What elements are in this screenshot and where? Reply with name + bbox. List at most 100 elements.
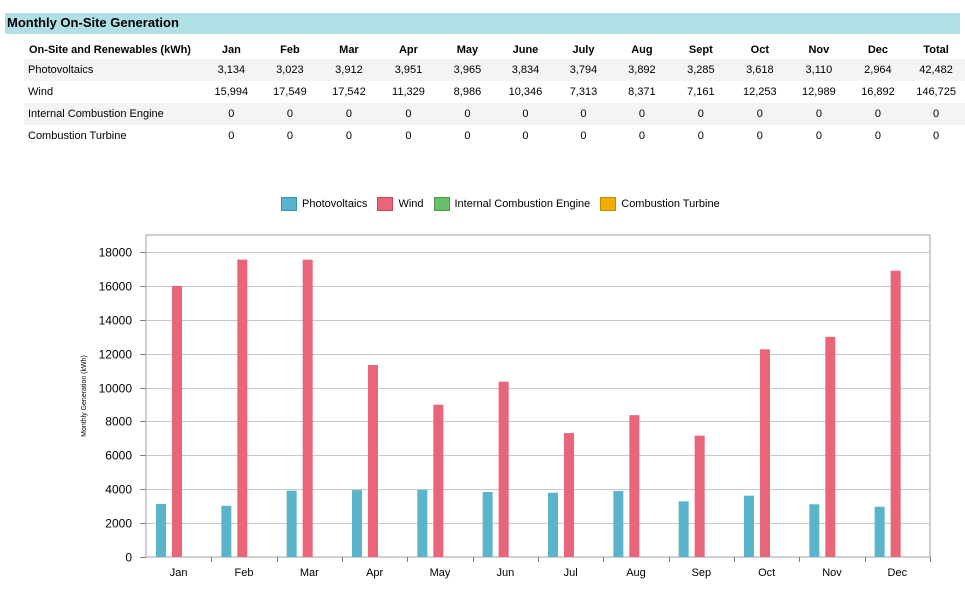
column-header: June — [512, 44, 539, 56]
table-cell: 42,482 — [907, 59, 965, 81]
table-cell: 0 — [345, 130, 352, 142]
x-tick-label: Feb — [235, 567, 254, 579]
legend-swatch — [600, 197, 617, 211]
bar-photovoltaics — [417, 489, 428, 557]
column-header: Dec — [867, 44, 888, 56]
x-tick-label: Jun — [496, 567, 514, 579]
x-tick-label: Apr — [366, 567, 383, 579]
table-cell: 0 — [319, 103, 379, 125]
column-header: July — [572, 44, 595, 56]
legend-label: Photovoltaics — [302, 198, 368, 210]
table-cell: 0 — [756, 130, 763, 142]
table-cell: 7,313 — [569, 86, 598, 98]
bar-wind — [890, 270, 901, 557]
bar-photovoltaics — [221, 505, 232, 557]
table-cell: 0 — [464, 130, 471, 142]
generation-table: On-Site and Renewables (kWh) Jan Feb Mar… — [24, 41, 965, 147]
x-tick-label: May — [430, 567, 451, 579]
table-cell: 3,965 — [438, 59, 497, 81]
column-header: Mar — [339, 44, 359, 56]
table-row: Combustion Turbine 0 0 0 0 0 0 0 0 0 0 0 0 0 — [24, 125, 965, 147]
legend-swatch — [377, 197, 394, 211]
bar-photovoltaics — [482, 492, 493, 557]
table-cell: 0 — [789, 103, 849, 125]
table-cell: 15,994 — [214, 86, 249, 98]
table-cell: 0 — [522, 130, 529, 142]
table-cell: 0 — [638, 130, 645, 142]
bar-wind — [825, 336, 836, 557]
chart-legend: Photovoltaics Wind Internal Combustion E… — [281, 197, 730, 211]
table-cell: 7,161 — [687, 86, 715, 98]
legend-item-wind: Wind — [377, 197, 424, 211]
table-cell: 0 — [260, 103, 320, 125]
table-cell: 3,794 — [554, 59, 613, 81]
table-cell: 3,134 — [202, 59, 261, 81]
table-cell: 3,285 — [671, 59, 731, 81]
table-cell: 17,549 — [273, 86, 307, 98]
bar-wind — [760, 349, 770, 557]
table-cell: 146,725 — [916, 86, 956, 98]
table-cell: 0 — [286, 130, 293, 142]
x-tick-label: Dec — [888, 567, 908, 579]
table-cell: 0 — [405, 130, 412, 142]
x-tick-label: Oct — [758, 567, 775, 579]
bar-photovoltaics — [744, 495, 754, 557]
table-cell: 3,834 — [496, 59, 555, 81]
legend-item-internal-combustion-engine: Internal Combustion Engine — [433, 197, 591, 211]
column-header: On-Site and Renewables (kWh) — [29, 44, 191, 56]
y-tick-label: 2000 — [105, 517, 132, 531]
table-cell: 0 — [933, 130, 940, 142]
table-cell: 12,989 — [802, 86, 836, 98]
legend-label: Wind — [398, 198, 424, 210]
bar-wind — [498, 381, 509, 557]
x-tick-label: Aug — [626, 567, 646, 579]
bar-wind — [237, 259, 248, 557]
bar-wind — [564, 433, 574, 557]
column-header: Feb — [280, 44, 300, 56]
table-cell: 0 — [907, 103, 965, 125]
table-cell: 0 — [612, 103, 672, 125]
legend-swatch — [281, 197, 297, 211]
table-cell: 3,951 — [378, 59, 439, 81]
table-header-row: On-Site and Renewables (kWh) Jan Feb Mar… — [24, 41, 965, 59]
row-label: Photovoltaics — [24, 59, 203, 81]
table-cell: 8,371 — [628, 86, 656, 98]
legend-label: Internal Combustion Engine — [454, 198, 591, 210]
table-cell: 0 — [202, 103, 261, 125]
bar-photovoltaics — [809, 504, 820, 557]
table-cell: 0 — [848, 103, 908, 125]
table-row: Internal Combustion Engine 0 0 0 0 0 0 0 0 0 0 0 0 0 — [24, 103, 965, 125]
y-tick-label: 16000 — [99, 280, 133, 294]
bar-wind — [172, 285, 182, 557]
table-cell: 16,892 — [861, 86, 895, 98]
legend-swatch — [433, 197, 450, 211]
table-cell: 0 — [697, 130, 704, 142]
bar-photovoltaics — [613, 491, 624, 557]
column-header: Jan — [221, 44, 241, 56]
bar-wind — [629, 415, 640, 557]
bar-photovoltaics — [874, 506, 885, 557]
y-axis-label: Monthly Generation (kWh) — [81, 355, 88, 437]
legend-label: Combustion Turbine — [621, 198, 720, 210]
x-tick-label: Mar — [300, 567, 319, 579]
table-row: Wind 15,994 17,549 17,542 11,329 8,986 10,346 7… — [24, 81, 965, 103]
bar-photovoltaics — [352, 490, 362, 557]
x-tick-label: Jan — [170, 567, 188, 579]
y-tick-label: 18000 — [99, 246, 133, 260]
table-cell: 3,618 — [730, 59, 790, 81]
y-tick-label: 12000 — [99, 348, 133, 362]
bar-wind — [433, 404, 444, 557]
column-header: May — [456, 44, 479, 56]
bar-photovoltaics — [156, 503, 166, 557]
y-tick-label: 0 — [125, 551, 132, 565]
page-title: Monthly On-Site Generation — [7, 15, 179, 30]
bar-photovoltaics — [548, 492, 558, 557]
column-header: Total — [923, 44, 949, 56]
legend-item-combustion-turbine: Combustion Turbine — [600, 197, 720, 211]
table-cell: 10,346 — [508, 86, 543, 98]
table-cell: 3,110 — [789, 59, 849, 81]
table-cell: 0 — [554, 103, 613, 125]
table-cell: 0 — [874, 130, 881, 142]
table-cell: 3,912 — [319, 59, 379, 81]
